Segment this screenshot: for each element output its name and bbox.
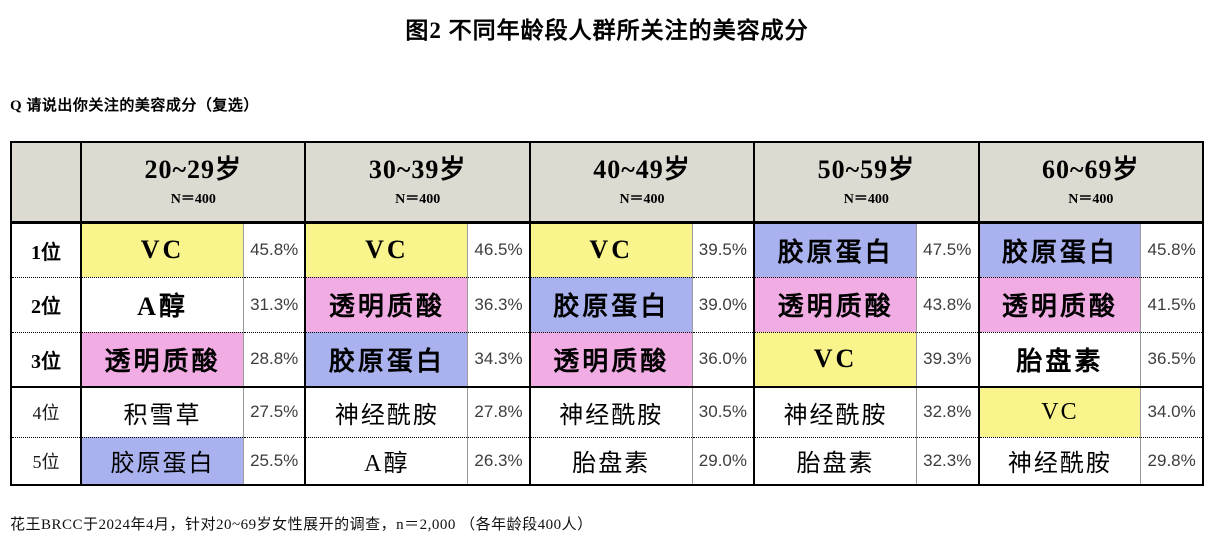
ingredient-cell: 胎盘素 (528, 437, 693, 485)
percentage-cell: 43.8% (915, 277, 979, 332)
percentage-cell: 32.8% (915, 387, 979, 437)
ingredient-cell: 神经酰胺 (304, 387, 468, 437)
rank-label: 4位 (11, 387, 82, 437)
percentage-cell: 39.3% (915, 332, 979, 387)
rank-label: 5位 (11, 437, 82, 485)
percentage-cell: 47.5% (915, 222, 979, 277)
corner-cell (11, 142, 82, 222)
percentage-cell: 29.8% (1140, 437, 1203, 485)
footnote: 花王BRCC于2024年4月，针对20~69岁女性展开的调查，n＝2,000 （… (10, 517, 593, 533)
percentage-cell: 34.0% (1140, 387, 1203, 437)
table-row-rank3: 3位 透明质酸 28.8% 胶原蛋白 34.3% 透明质酸 36.0% VC 3… (11, 332, 1203, 387)
rank-label: 2位 (11, 277, 82, 332)
percentage-cell: 36.0% (691, 332, 755, 387)
ingredient-cell: A醇 (80, 277, 244, 332)
ingredient-cell: 透明质酸 (80, 332, 244, 387)
ingredient-cell: 胶原蛋白 (977, 222, 1141, 277)
age-group-label: 50~59岁 (817, 154, 916, 184)
col-header-50-59: 50~59岁 N＝400 (753, 142, 979, 222)
percentage-cell: 45.8% (1140, 222, 1203, 277)
percentage-cell: 39.5% (691, 222, 755, 277)
percentage-cell: 30.5% (691, 387, 755, 437)
percentage-cell: 46.5% (467, 222, 530, 277)
ingredient-cell: 透明质酸 (753, 277, 917, 332)
age-group-label: 60~69岁 (1042, 154, 1140, 184)
table-row-rank2: 2位 A醇 31.3% 透明质酸 36.3% 胶原蛋白 39.0% 透明质酸 4… (11, 277, 1203, 332)
ingredient-cell: 透明质酸 (304, 277, 468, 332)
percentage-cell: 28.8% (242, 332, 306, 387)
percentage-cell: 25.5% (242, 437, 306, 485)
percentage-cell: 34.3% (467, 332, 530, 387)
percentage-cell: 41.5% (1140, 277, 1203, 332)
ingredient-cell: A醇 (304, 437, 468, 485)
percentage-cell: 31.3% (242, 277, 306, 332)
header-row: 20~29岁 N＝400 30~39岁 N＝400 40~49岁 N＝400 5… (11, 142, 1203, 222)
ingredient-cell: 透明质酸 (977, 277, 1141, 332)
ingredient-cell: 透明质酸 (528, 332, 693, 387)
table-row-rank5: 5位 胶原蛋白 25.5% A醇 26.3% 胎盘素 29.0% 胎盘素 32.… (11, 437, 1203, 485)
rank-label: 1位 (11, 222, 82, 277)
age-group-label: 40~49岁 (593, 154, 691, 184)
ingredient-cell: 神经酰胺 (977, 437, 1141, 485)
percentage-cell: 45.8% (242, 222, 306, 277)
percentage-cell: 36.5% (1140, 332, 1203, 387)
sample-size-label: N＝400 (170, 191, 216, 207)
age-group-label: 20~29岁 (144, 154, 243, 184)
ingredient-cell: VC (304, 222, 468, 277)
sample-size-label: N＝400 (395, 191, 441, 207)
ingredient-cell: VC (977, 387, 1141, 437)
ingredient-cell: VC (80, 222, 244, 277)
percentage-cell: 29.0% (691, 437, 755, 485)
sample-size-label: N＝400 (1068, 191, 1114, 207)
ingredient-cell: 神经酰胺 (528, 387, 693, 437)
percentage-cell: 26.3% (467, 437, 530, 485)
survey-question: Q 请说出你关注的美容成分（复选） (10, 98, 259, 114)
table-row-rank1: 1位 VC 45.8% VC 46.5% VC 39.5% 胶原蛋白 47.5%… (11, 222, 1203, 277)
col-header-20-29: 20~29岁 N＝400 (80, 142, 306, 222)
ingredient-cell: 神经酰胺 (753, 387, 917, 437)
ingredient-cell: 胶原蛋白 (80, 437, 244, 485)
ingredient-cell: VC (528, 222, 693, 277)
col-header-40-49: 40~49岁 N＝400 (528, 142, 755, 222)
figure-title: 图2 不同年龄段人群所关注的美容成分 (405, 18, 809, 43)
ingredient-cell: 胶原蛋白 (304, 332, 468, 387)
ingredient-cell: VC (753, 332, 917, 387)
col-header-60-69: 60~69岁 N＝400 (977, 142, 1203, 222)
ingredient-cell: 胎盘素 (753, 437, 917, 485)
table-row-rank4: 4位 积雪草 27.5% 神经酰胺 27.8% 神经酰胺 30.5% 神经酰胺 … (11, 387, 1203, 437)
percentage-cell: 27.5% (242, 387, 306, 437)
percentage-cell: 36.3% (467, 277, 530, 332)
ingredient-cell: 胎盘素 (977, 332, 1141, 387)
ranking-table: 20~29岁 N＝400 30~39岁 N＝400 40~49岁 N＝400 5… (10, 141, 1204, 486)
ingredient-cell: 胶原蛋白 (753, 222, 917, 277)
percentage-cell: 39.0% (691, 277, 755, 332)
ingredient-cell: 胶原蛋白 (528, 277, 693, 332)
percentage-cell: 32.3% (915, 437, 979, 485)
age-group-label: 30~39岁 (368, 154, 467, 184)
col-header-30-39: 30~39岁 N＝400 (304, 142, 530, 222)
percentage-cell: 27.8% (467, 387, 530, 437)
ingredient-cell: 积雪草 (80, 387, 244, 437)
sample-size-label: N＝400 (619, 191, 665, 207)
sample-size-label: N＝400 (843, 191, 889, 207)
rank-label: 3位 (11, 332, 82, 387)
